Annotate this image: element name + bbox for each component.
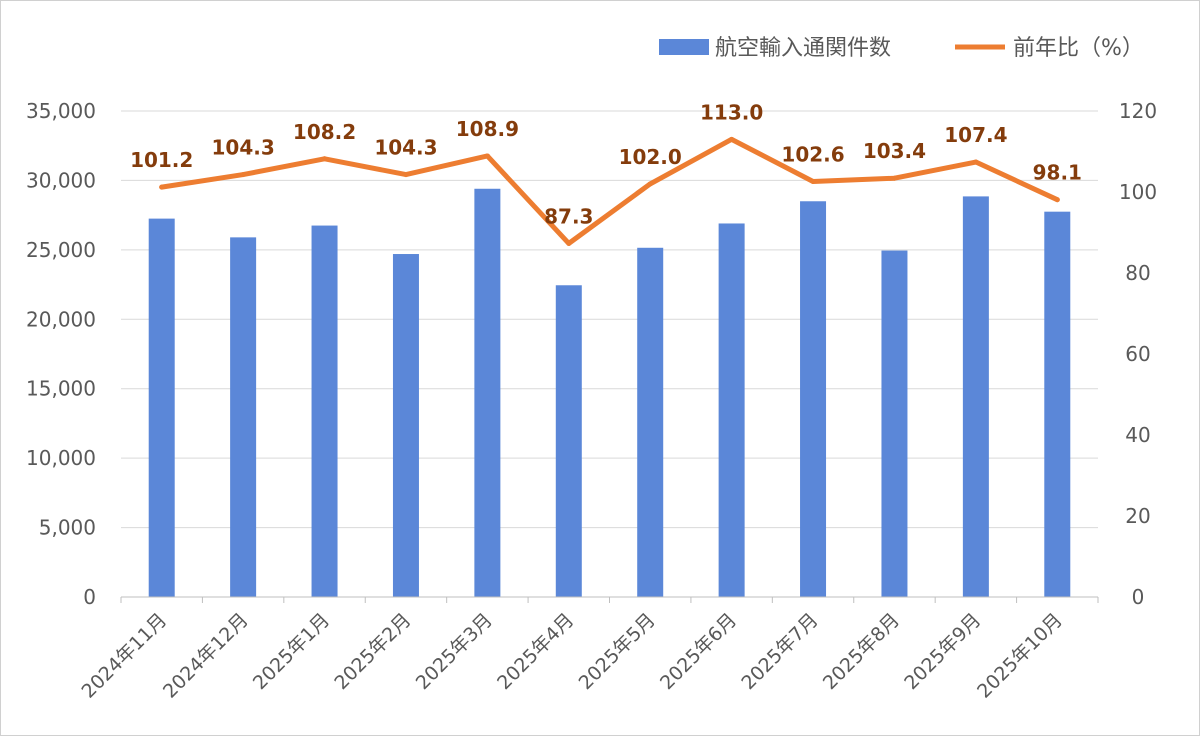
y-right-tick-label: 0	[1132, 585, 1145, 609]
x-tick-label: 2025年1月	[249, 609, 334, 694]
data-label: 101.2	[130, 148, 193, 172]
data-labels: 101.2 104.3 108.2 104.3 108.9 87.3 102.0 113.0 1…	[130, 100, 1082, 228]
y-left-tick-label: 5,000	[39, 516, 96, 540]
data-label: 108.2	[293, 120, 356, 144]
bar	[392, 254, 419, 597]
x-tick-label: 2025年4月	[493, 609, 578, 694]
data-label: 104.3	[211, 136, 274, 160]
bar	[148, 218, 175, 597]
legend: 航空輸入通関件数 前年比（%）	[659, 36, 1144, 61]
x-tick-label: 2024年11月	[78, 609, 172, 703]
bar	[637, 247, 664, 597]
gridlines	[121, 110, 1098, 529]
line-point	[159, 184, 165, 190]
data-label: 104.3	[374, 136, 437, 160]
x-tick-label: 2025年10月	[973, 609, 1067, 703]
line-point	[647, 181, 653, 187]
bar	[230, 237, 257, 598]
y-left-tick-label: 30,000	[26, 168, 96, 192]
bar	[962, 196, 989, 597]
bar	[311, 225, 338, 598]
line-point	[973, 159, 979, 165]
line-point	[240, 172, 246, 178]
x-tick-label: 2025年7月	[737, 609, 822, 694]
x-tick-label: 2024年12月	[159, 609, 253, 703]
y-right-tick-label: 120	[1119, 99, 1157, 123]
x-tick-label: 2025年2月	[330, 609, 415, 694]
bar	[718, 223, 745, 597]
y-right-tick-label: 20	[1125, 504, 1150, 528]
legend-label-bar: 航空輸入通関件数	[715, 36, 891, 61]
data-label: 113.0	[700, 100, 763, 124]
line-point	[810, 178, 816, 184]
y-left-tick-label: 15,000	[26, 377, 96, 401]
y-right-tick-label: 60	[1125, 342, 1150, 366]
data-label: 102.0	[619, 145, 682, 169]
data-label: 103.4	[863, 139, 926, 163]
line-point	[484, 153, 490, 159]
y-left-tick-label: 20,000	[26, 307, 96, 331]
x-tick-label: 2025年5月	[575, 609, 660, 694]
line-point	[566, 240, 572, 246]
y-left-tick-label: 35,000	[26, 99, 96, 123]
line-point	[729, 136, 735, 142]
data-label: 87.3	[544, 204, 593, 228]
bar	[1044, 211, 1071, 597]
line-point	[891, 175, 897, 181]
y-right-tick-label: 100	[1119, 180, 1157, 204]
bar-series	[148, 188, 1071, 598]
x-tick-label: 2025年6月	[656, 609, 741, 694]
bar	[555, 285, 582, 597]
bar	[800, 201, 827, 597]
y-left-tick-label: 10,000	[26, 446, 96, 470]
bar	[474, 188, 501, 597]
x-tick-label: 2025年9月	[900, 609, 985, 694]
legend-swatch-bar	[659, 39, 709, 55]
x-tick-label: 2025年3月	[412, 609, 497, 694]
line-series	[159, 136, 1060, 246]
data-label: 108.9	[456, 117, 519, 141]
line-path	[159, 136, 1060, 246]
y-left-tick-label: 0	[83, 585, 96, 609]
y-right-tick-label: 80	[1125, 261, 1150, 285]
data-label: 102.6	[781, 142, 844, 166]
bar	[881, 250, 908, 597]
legend-label-line: 前年比（%）	[1013, 36, 1144, 61]
x-tick-label: 2025年8月	[819, 609, 904, 694]
y-right-tick-label: 40	[1125, 423, 1150, 447]
line-point	[1054, 197, 1060, 203]
data-label: 107.4	[944, 123, 1007, 147]
line-point	[403, 172, 409, 178]
y-left-tick-label: 25,000	[26, 238, 96, 262]
data-label: 98.1	[1033, 161, 1082, 185]
line-point	[322, 156, 328, 162]
